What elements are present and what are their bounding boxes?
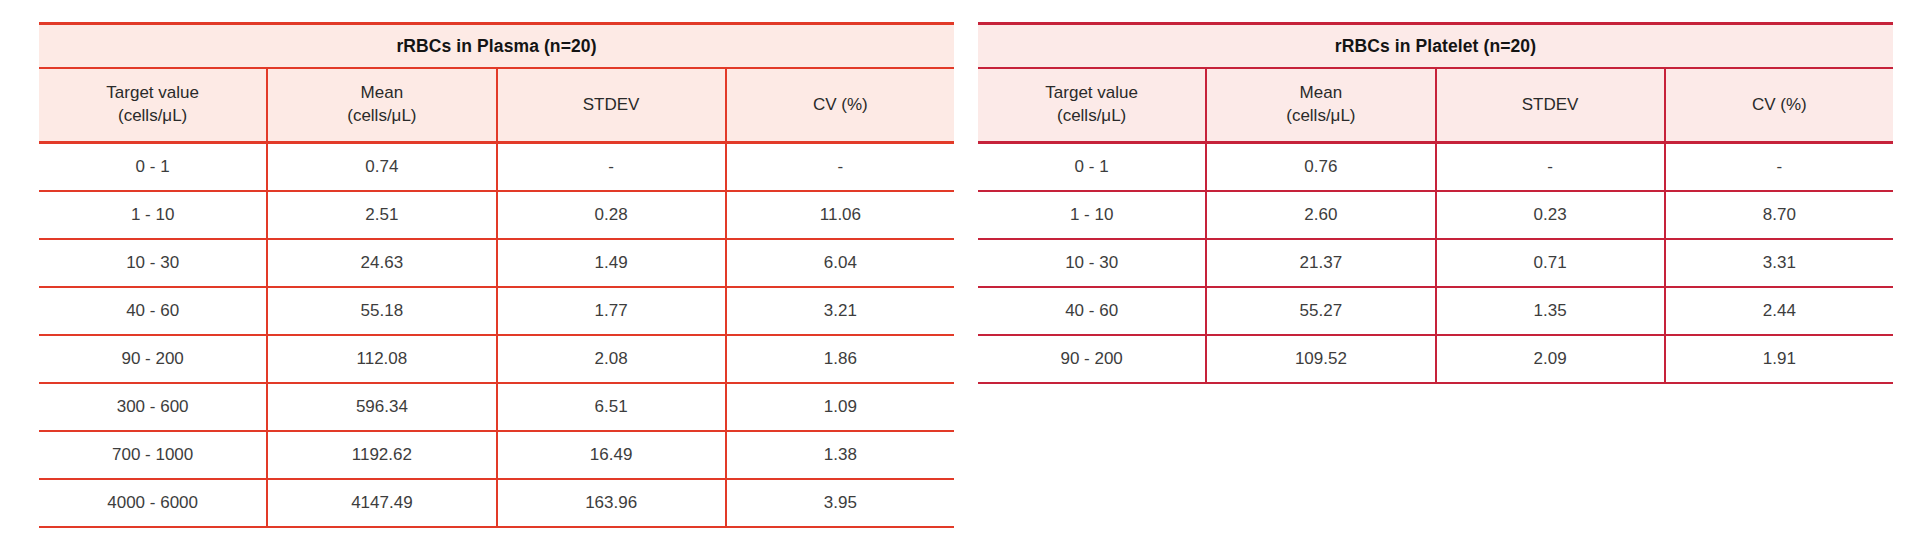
table-cell: 1.77 <box>498 288 727 334</box>
table-cell: 0.74 <box>268 144 497 190</box>
table-cell: 1.86 <box>727 336 954 382</box>
table-cell: 2.51 <box>268 192 497 238</box>
table-cell: 2.60 <box>1207 192 1436 238</box>
table-cell: 1.91 <box>1666 336 1893 382</box>
table-cell: - <box>1437 144 1666 190</box>
table-row: 300 - 600596.346.511.09 <box>39 384 954 432</box>
table-cell: 6.51 <box>498 384 727 430</box>
table-cell: - <box>498 144 727 190</box>
table-cell: 90 - 200 <box>978 336 1207 382</box>
table-cell: 40 - 60 <box>978 288 1207 334</box>
table-row: 40 - 6055.181.773.21 <box>39 288 954 336</box>
table-cell: 1.09 <box>727 384 954 430</box>
table-cell: 0 - 1 <box>39 144 268 190</box>
table-cell: 6.04 <box>727 240 954 286</box>
column-header: CV (%) <box>1666 69 1893 141</box>
table-cell: 11.06 <box>727 192 954 238</box>
column-header: STDEV <box>498 69 727 141</box>
table-row: 1 - 102.510.2811.06 <box>39 192 954 240</box>
table-cell: 1 - 10 <box>978 192 1207 238</box>
table-row: 90 - 200112.082.081.86 <box>39 336 954 384</box>
column-header: Mean (cells/μL) <box>1207 69 1436 141</box>
table-cell: - <box>727 144 954 190</box>
table-cell: 0.76 <box>1207 144 1436 190</box>
table-cell: - <box>1666 144 1893 190</box>
table-row: 90 - 200109.522.091.91 <box>978 336 1893 384</box>
table-cell: 0.71 <box>1437 240 1666 286</box>
table-cell: 3.95 <box>727 480 954 526</box>
table-cell: 55.27 <box>1207 288 1436 334</box>
table-body: 0 - 10.76--1 - 102.600.238.7010 - 3021.3… <box>978 144 1893 384</box>
table-row: 40 - 6055.271.352.44 <box>978 288 1893 336</box>
column-header: Target value (cells/μL) <box>978 69 1207 141</box>
table-cell: 55.18 <box>268 288 497 334</box>
table-header-row: Target value (cells/μL)Mean (cells/μL)ST… <box>978 69 1893 144</box>
table-header-row: Target value (cells/μL)Mean (cells/μL)ST… <box>39 69 954 144</box>
column-header: Target value (cells/μL) <box>39 69 268 141</box>
table-cell: 163.96 <box>498 480 727 526</box>
table-cell: 21.37 <box>1207 240 1436 286</box>
table-rrbcs-in-platelet: rRBCs in Platelet (n=20) Target value (c… <box>978 22 1893 384</box>
table-body: 0 - 10.74--1 - 102.510.2811.0610 - 3024.… <box>39 144 954 528</box>
table-cell: 40 - 60 <box>39 288 268 334</box>
table-cell: 2.09 <box>1437 336 1666 382</box>
table-cell: 10 - 30 <box>39 240 268 286</box>
table-cell: 0.28 <box>498 192 727 238</box>
table-cell: 109.52 <box>1207 336 1436 382</box>
table-row: 0 - 10.76-- <box>978 144 1893 192</box>
table-cell: 700 - 1000 <box>39 432 268 478</box>
table-row: 4000 - 60004147.49163.963.95 <box>39 480 954 528</box>
table-title: rRBCs in Plasma (n=20) <box>39 22 954 69</box>
table-cell: 300 - 600 <box>39 384 268 430</box>
table-cell: 596.34 <box>268 384 497 430</box>
table-row: 0 - 10.74-- <box>39 144 954 192</box>
table-cell: 8.70 <box>1666 192 1893 238</box>
table-cell: 1 - 10 <box>39 192 268 238</box>
table-title: rRBCs in Platelet (n=20) <box>978 22 1893 69</box>
table-cell: 1192.62 <box>268 432 497 478</box>
table-cell: 90 - 200 <box>39 336 268 382</box>
table-cell: 1.49 <box>498 240 727 286</box>
table-cell: 24.63 <box>268 240 497 286</box>
table-cell: 10 - 30 <box>978 240 1207 286</box>
table-row: 1 - 102.600.238.70 <box>978 192 1893 240</box>
table-cell: 1.38 <box>727 432 954 478</box>
table-cell: 0 - 1 <box>978 144 1207 190</box>
table-cell: 3.31 <box>1666 240 1893 286</box>
table-cell: 16.49 <box>498 432 727 478</box>
table-row: 10 - 3021.370.713.31 <box>978 240 1893 288</box>
table-row: 10 - 3024.631.496.04 <box>39 240 954 288</box>
table-rrbcs-in-plasma: rRBCs in Plasma (n=20) Target value (cel… <box>39 22 954 528</box>
table-cell: 2.44 <box>1666 288 1893 334</box>
table-cell: 1.35 <box>1437 288 1666 334</box>
table-cell: 2.08 <box>498 336 727 382</box>
table-cell: 112.08 <box>268 336 497 382</box>
table-cell: 4000 - 6000 <box>39 480 268 526</box>
table-cell: 4147.49 <box>268 480 497 526</box>
table-row: 700 - 10001192.6216.491.38 <box>39 432 954 480</box>
column-header: Mean (cells/μL) <box>268 69 497 141</box>
column-header: CV (%) <box>727 69 954 141</box>
table-cell: 3.21 <box>727 288 954 334</box>
table-cell: 0.23 <box>1437 192 1666 238</box>
column-header: STDEV <box>1437 69 1666 141</box>
